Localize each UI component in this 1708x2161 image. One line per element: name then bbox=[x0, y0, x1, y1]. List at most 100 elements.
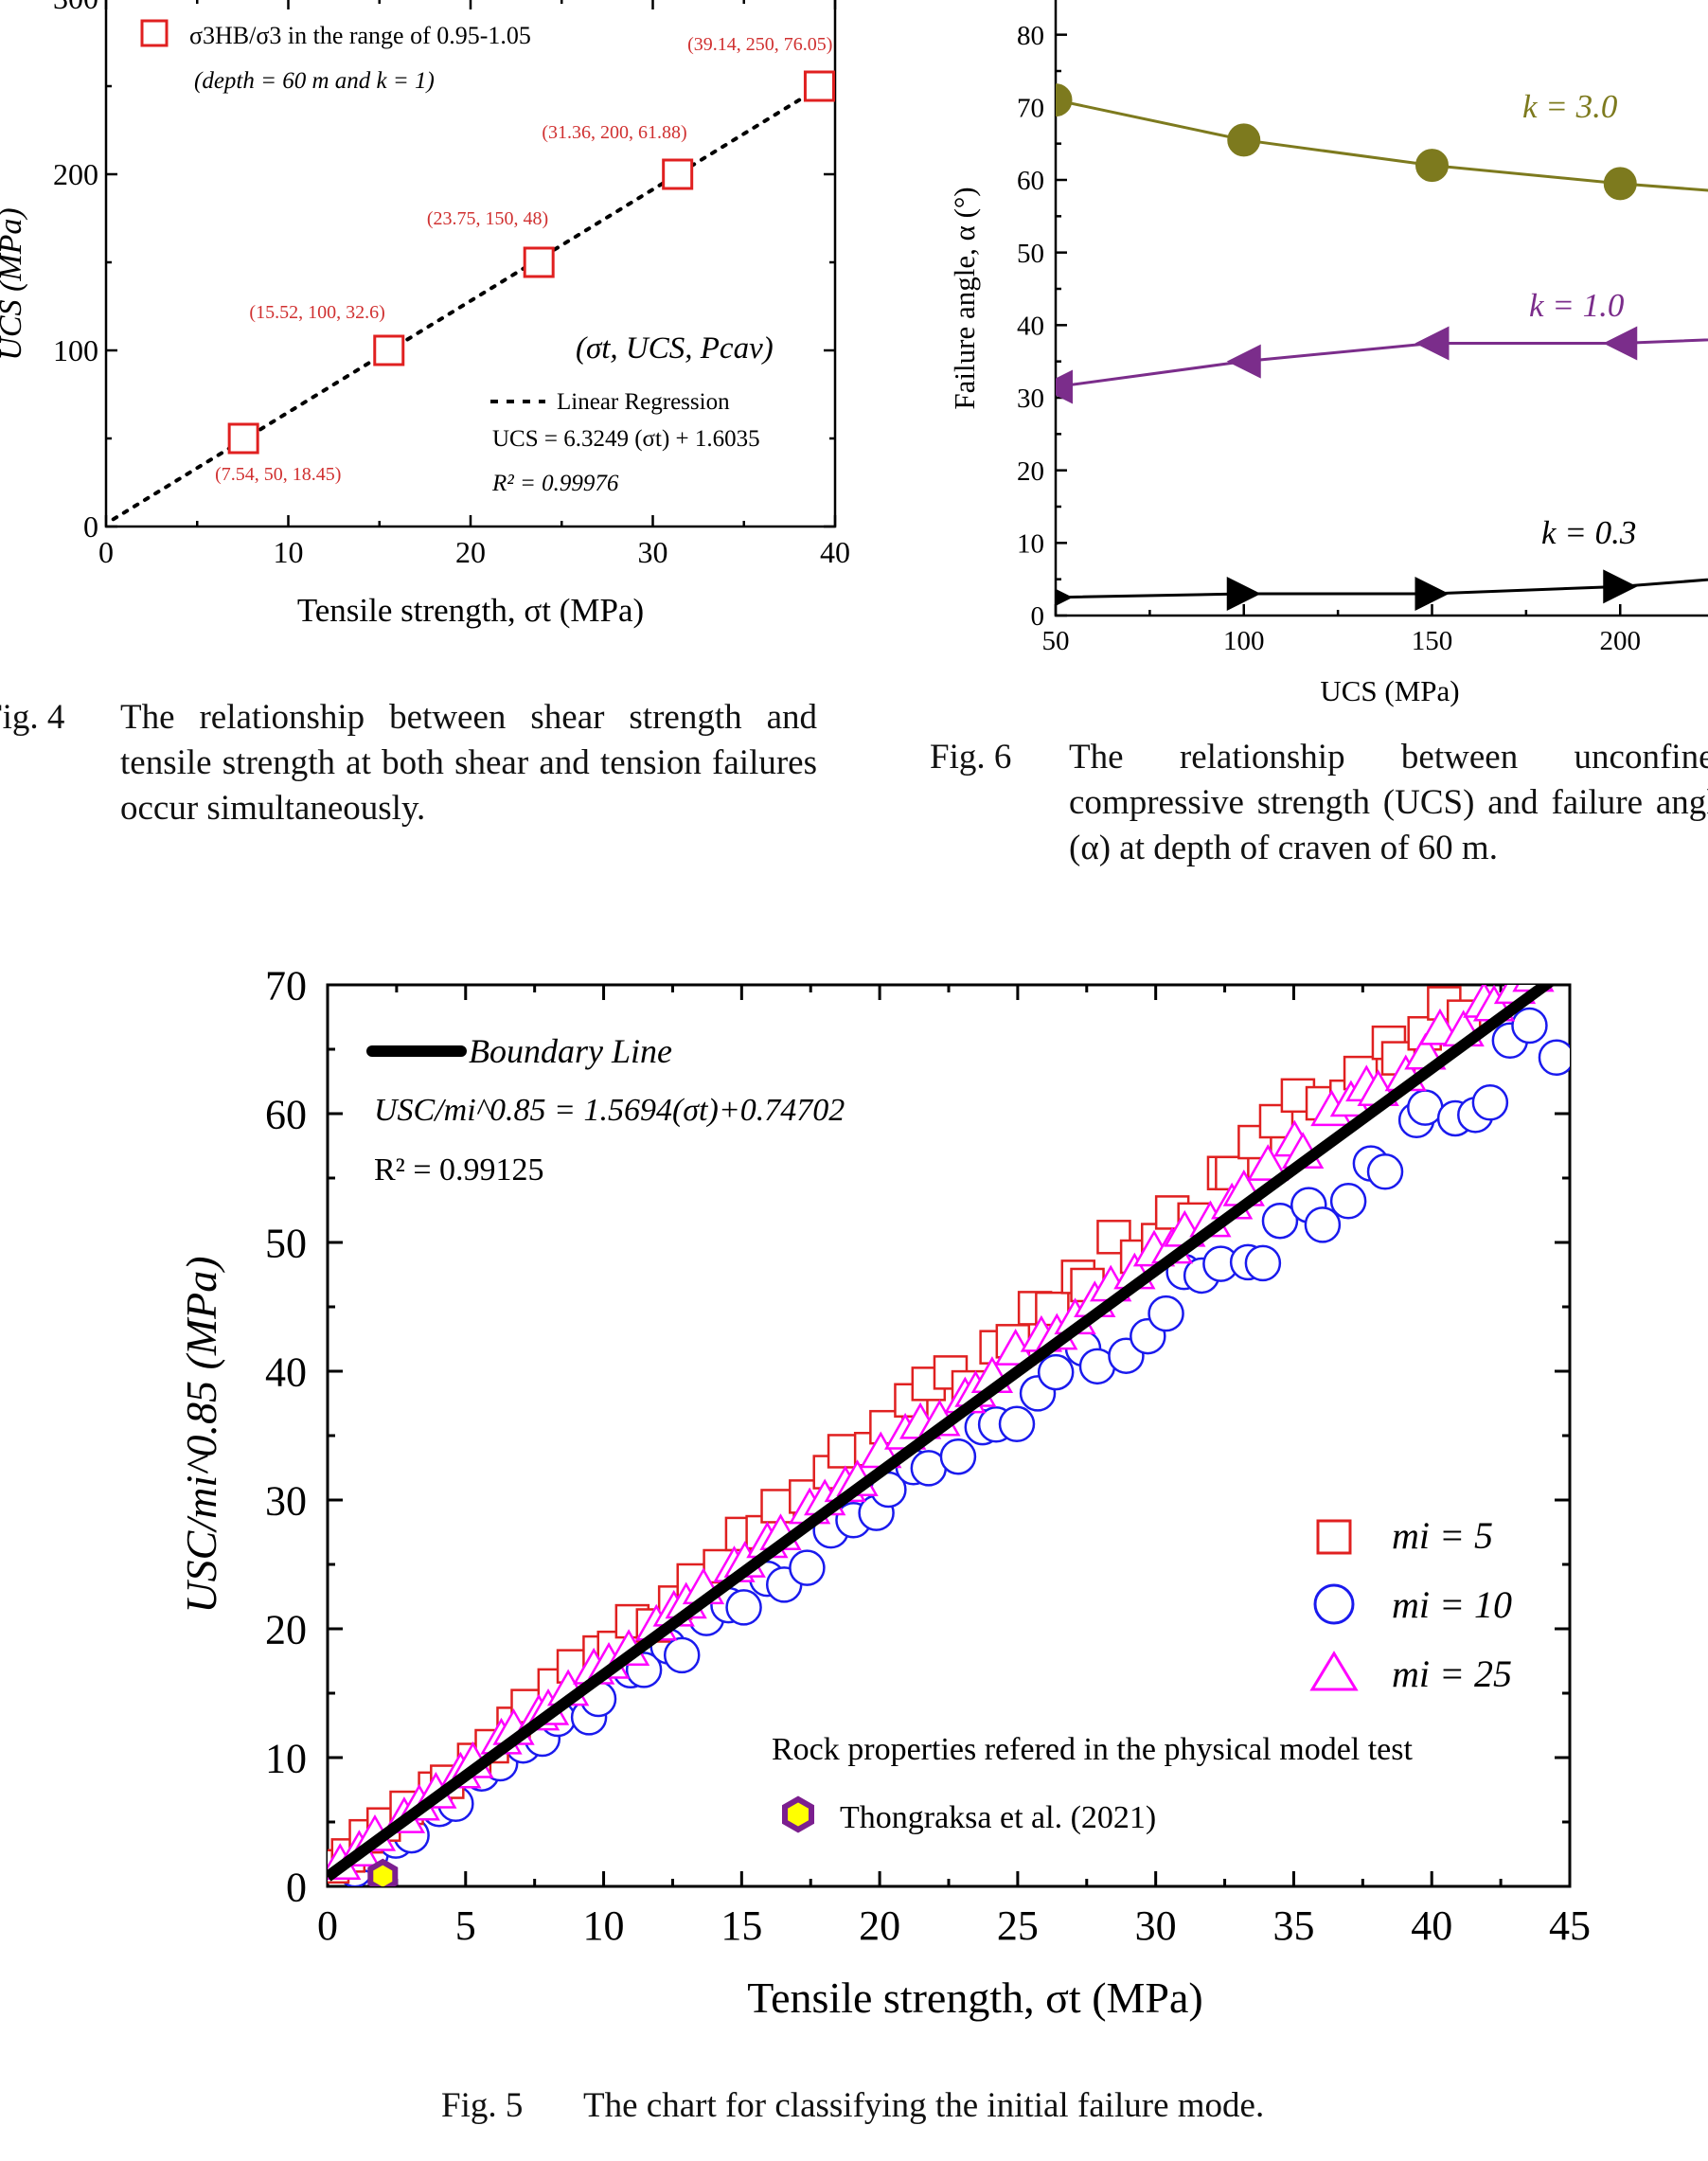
fig5-point-circle bbox=[1366, 1153, 1404, 1190]
fig6-plot-area bbox=[1056, 83, 1708, 611]
fig6-xlabel: UCS (MPa) bbox=[1320, 674, 1459, 707]
fig5-point-circle bbox=[1407, 1089, 1444, 1126]
fig5-boundary-line bbox=[328, 985, 1556, 1882]
fig6-point-triangle-right bbox=[1226, 577, 1261, 611]
fig5-reference-point bbox=[367, 1858, 399, 1886]
fig6-point-triangle-right bbox=[1414, 577, 1450, 611]
fig5-boundary-label: Boundary Line bbox=[469, 1032, 672, 1070]
fig4-caption-number: Fig. 4 bbox=[0, 698, 65, 737]
fig6-y-tick-label: 10 bbox=[1017, 528, 1044, 559]
fig4-regression-line bbox=[111, 76, 835, 522]
fig5-plot-area bbox=[328, 943, 1570, 1886]
fig4-x-tick-label: 40 bbox=[820, 535, 850, 569]
fig6-y-tick-label: 60 bbox=[1017, 166, 1044, 196]
fig5-point-circle bbox=[939, 1438, 977, 1475]
fig5-x-tick-label: 0 bbox=[317, 1902, 338, 1949]
fig5-x-tick-label: 10 bbox=[583, 1902, 625, 1949]
fig4-x-tick-label: 10 bbox=[274, 535, 304, 569]
fig6-y-tick-label: 0 bbox=[1031, 601, 1045, 632]
fig4-caption-text: The relationship between shear strength … bbox=[120, 698, 817, 828]
fig6-x-tick-label: 50 bbox=[1042, 626, 1070, 656]
fig4-point-label: (31.36, 200, 61.88) bbox=[542, 122, 686, 143]
fig4-point bbox=[662, 158, 694, 190]
fig5-legend-marker-mi5 bbox=[1316, 1519, 1352, 1555]
fig6-label-k1: k = 1.0 bbox=[1529, 287, 1625, 324]
fig4-y-tick-label: 200 bbox=[53, 157, 98, 191]
fig6-y-tick-label: 50 bbox=[1017, 239, 1044, 269]
fig5-point-circle bbox=[1304, 1206, 1342, 1243]
fig6-label-k03: k = 0.3 bbox=[1541, 514, 1636, 551]
fig4-point bbox=[227, 422, 259, 455]
fig6-point-triangle-right bbox=[1603, 569, 1638, 604]
fig6-y-tick-label: 70 bbox=[1017, 93, 1044, 123]
fig6-y-tick-label: 40 bbox=[1017, 311, 1044, 341]
fig5-x-tick-label: 45 bbox=[1549, 1902, 1591, 1949]
fig6-y-tick-label: 30 bbox=[1017, 384, 1044, 414]
fig4-point-label: (23.75, 150, 48) bbox=[427, 208, 548, 229]
fig5-legend-mi5: mi = 5 bbox=[1392, 1514, 1493, 1557]
fig5-ref-backdrop bbox=[762, 1733, 1527, 1856]
fig6-y-tick-label: 20 bbox=[1017, 456, 1044, 487]
fig5-ref-legend-marker bbox=[782, 1795, 814, 1833]
fig5-y-tick-label: 10 bbox=[265, 1735, 307, 1781]
fig4-x-tick-label: 30 bbox=[638, 535, 668, 569]
fig6-x-tick-label: 200 bbox=[1600, 626, 1642, 656]
fig5-point-circle bbox=[1037, 1353, 1075, 1391]
fig6-axes: 5010015020025001020304050607080 bbox=[1017, 0, 1708, 656]
fig4-x-tick-label: 0 bbox=[98, 535, 114, 569]
fig6-point-circle bbox=[1056, 83, 1073, 117]
fig6-point-triangle-right bbox=[1056, 588, 1073, 606]
fig5-legend-mi25: mi = 25 bbox=[1392, 1652, 1512, 1695]
fig5-point-square bbox=[1518, 943, 1550, 975]
fig5-x-tick-label: 20 bbox=[859, 1902, 900, 1949]
fig5-y-tick-label: 30 bbox=[265, 1477, 307, 1524]
fig5-y-tick-label: 0 bbox=[286, 1864, 307, 1910]
fig4-y-tick-label: 300 bbox=[53, 0, 98, 15]
fig5-legend: mi = 5 mi = 10 mi = 25 bbox=[1297, 1501, 1534, 1709]
fig5-x-tick-label: 30 bbox=[1135, 1902, 1177, 1949]
fig6-caption-text: The relationship between unconfined comp… bbox=[1069, 738, 1708, 867]
fig5-point-triangle bbox=[1247, 1144, 1290, 1181]
fig5-y-tick-label: 40 bbox=[265, 1348, 307, 1395]
fig4-y-tick-label: 100 bbox=[53, 333, 98, 367]
fig4-regression-label: Linear Regression bbox=[557, 389, 730, 415]
fig5-caption-number: Fig. 5 bbox=[441, 2086, 524, 2125]
fig5-point-circle bbox=[1329, 1183, 1367, 1220]
fig5-point-circle bbox=[789, 1549, 826, 1586]
fig5-y-tick-label: 70 bbox=[265, 962, 307, 1009]
fig4-condition: (depth = 60 m and k = 1) bbox=[194, 68, 435, 94]
fig5-point-circle bbox=[1511, 1007, 1548, 1045]
fig5-point-square bbox=[1465, 945, 1497, 977]
fig6-chart: 5010015020025001020304050607080 k = 3.0 … bbox=[948, 0, 1708, 707]
fig5-point-square bbox=[1258, 1103, 1294, 1139]
fig5-ref-label: Thongraksa et al. (2021) bbox=[840, 1800, 1156, 1835]
fig6-x-tick-label: 150 bbox=[1412, 626, 1453, 656]
fig5-equation: USC/mi^0.85 = 1.5694(σt)+0.74702 bbox=[374, 1093, 845, 1128]
fig5-point-circle bbox=[725, 1589, 762, 1626]
fig5-ylabel: USC/mi^0.85 (MPa) bbox=[177, 1256, 225, 1613]
fig5-point-circle bbox=[1261, 1202, 1299, 1240]
fig5-ref-title: Rock properties refered in the physical … bbox=[772, 1732, 1413, 1767]
fig4-axes: 0 10 20 30 40 0 100 200 300 bbox=[53, 0, 850, 569]
fig5-point-square bbox=[760, 1489, 795, 1524]
fig4-ylabel: UCS (MPa) bbox=[0, 207, 28, 360]
fig5-y-tick-label: 20 bbox=[265, 1606, 307, 1652]
fig5-legend-marker-mi10 bbox=[1313, 1583, 1355, 1625]
fig5-x-tick-label: 40 bbox=[1411, 1902, 1452, 1949]
fig4-plot-area: (7.54, 50, 18.45) (15.52, 100, 32.6) (23.7… bbox=[111, 34, 835, 522]
fig5-axes: 0 5 10 15 20 25 30 35 40 45 0 10 20 30 40 50 60 70 bbox=[265, 962, 1591, 1949]
fig6-point-triangle-left bbox=[1603, 326, 1638, 361]
fig6-x-tick-label: 100 bbox=[1223, 626, 1265, 656]
fig5-point-circle bbox=[1244, 1244, 1282, 1282]
fig6-point-triangle-left bbox=[1226, 344, 1261, 379]
fig5-x-tick-label: 35 bbox=[1272, 1902, 1314, 1949]
fig5-point-circle bbox=[1148, 1295, 1184, 1332]
fig4-x-tick-label: 20 bbox=[455, 535, 486, 569]
fig5-x-tick-label: 15 bbox=[721, 1902, 762, 1949]
fig5-r2: R² = 0.99125 bbox=[374, 1152, 544, 1188]
fig5-legend-marker-mi25 bbox=[1309, 1651, 1359, 1691]
fig4-legend-marker-label: σ3HB/σ3 in the range of 0.95-1.05 bbox=[189, 22, 531, 49]
fig4-tuple-label: (σt, UCS, Pcav) bbox=[576, 331, 774, 366]
fig5-x-tick-label: 5 bbox=[455, 1902, 476, 1949]
